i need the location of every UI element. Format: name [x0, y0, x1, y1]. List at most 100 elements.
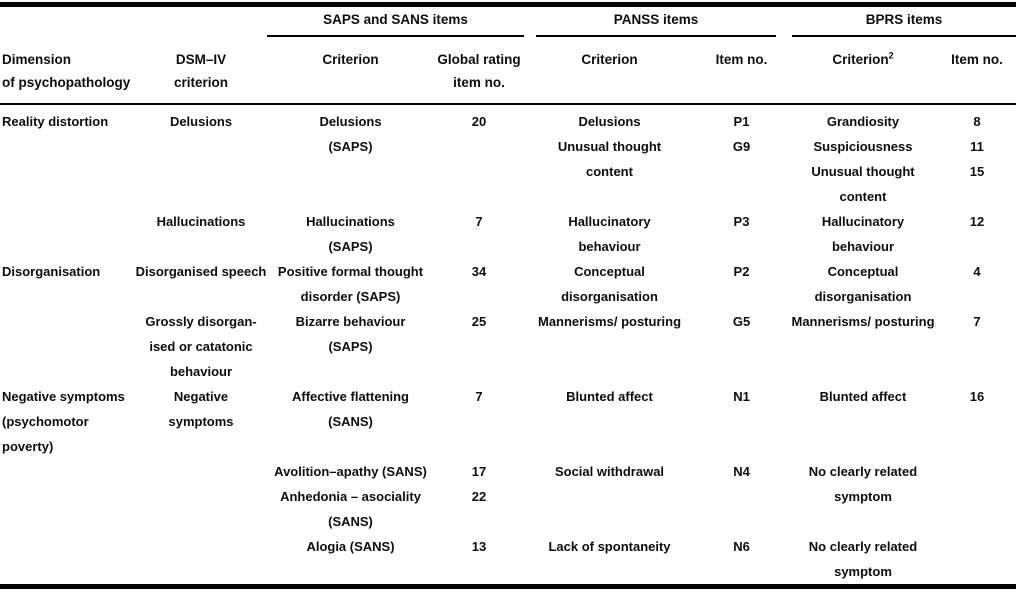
- table-cell: [0, 234, 135, 259]
- table-cell: [938, 284, 1016, 309]
- header-panss-criterion-label: Criterion: [581, 52, 638, 67]
- table-row: (psychomotor symptoms (SANS): [0, 409, 1016, 434]
- table-cell: [434, 559, 524, 584]
- table-cell: [524, 509, 695, 534]
- table-row: symptom: [0, 559, 1016, 584]
- header-panss-item-no-label: Item no.: [715, 52, 768, 67]
- table-cell: [695, 159, 788, 184]
- table-cell: [434, 284, 524, 309]
- table-cell: Negative: [173, 389, 229, 404]
- table-cell: Delusions: [578, 114, 641, 129]
- header-bottom-rule: [0, 103, 1016, 105]
- table-bottom-rule: [0, 584, 1016, 589]
- table-cell: Alogia (SANS): [306, 539, 395, 554]
- table-cell: Unusual thought: [557, 139, 662, 154]
- table-cell: behaviour: [169, 364, 233, 379]
- header-dimension-line1: Dimension: [2, 52, 72, 67]
- table-cell: [695, 509, 788, 534]
- table-body: Reality distortion Delusions Delusions 20 De…: [0, 105, 1016, 584]
- table-cell: P3: [733, 214, 750, 229]
- table-cell: Grossly disorgan-: [145, 314, 257, 329]
- table-cell: G5: [732, 314, 751, 329]
- table-cell: Conceptual: [827, 264, 899, 279]
- header-bprs-criterion: Criterion2: [788, 48, 938, 103]
- table-cell: content: [839, 189, 887, 204]
- table-cell: Hallucinatory: [821, 214, 905, 229]
- header-panss-criterion: Criterion: [524, 48, 695, 103]
- table-cell: Anhedonia – asociality: [280, 489, 421, 504]
- table-cell: [938, 559, 1016, 584]
- table-cell: [0, 184, 135, 209]
- table-cell: [267, 434, 434, 459]
- table-cell: [524, 409, 695, 434]
- header-dsm-line1: DSM–IV: [175, 52, 227, 67]
- table-cell: [695, 559, 788, 584]
- table-cell: behaviour: [578, 239, 641, 254]
- table-row: poverty): [0, 434, 1016, 459]
- table-cell: [695, 409, 788, 434]
- table-row: content Unusual thought 15: [0, 159, 1016, 184]
- table-cell: 22: [471, 489, 487, 504]
- table-cell: Reality distortion: [2, 114, 109, 129]
- table-top-rule: [0, 2, 1016, 7]
- table-cell: [434, 409, 524, 434]
- table-cell: [135, 534, 267, 559]
- table-cell: Grandiosity: [826, 114, 900, 129]
- table-cell: 7: [475, 214, 483, 229]
- header-bprs-item-no: Item no.: [938, 48, 1016, 103]
- table-row: disorder (SAPS) disorganisation disorganis…: [0, 284, 1016, 309]
- table-cell: Delusions: [169, 114, 233, 129]
- table-cell: [135, 459, 267, 484]
- table-cell: [0, 209, 135, 234]
- table-row: behaviour: [0, 359, 1016, 384]
- table-row: (SAPS) Unusual thought G9 Suspiciousness 11: [0, 134, 1016, 159]
- table-cell: [434, 334, 524, 359]
- table-cell: 34: [471, 264, 487, 279]
- table-cell: Social withdrawal: [554, 464, 665, 479]
- spanner-gap: [0, 7, 267, 37]
- header-global-rating-line1: Global rating: [437, 52, 521, 67]
- table-cell: 25: [471, 314, 487, 329]
- table-cell: [267, 159, 434, 184]
- table-cell: Mannerisms/ posturing: [791, 314, 935, 329]
- table-cell: No clearly related: [808, 464, 918, 479]
- header-bprs-criterion-label: Criterion2: [788, 48, 938, 71]
- table-cell: Delusions: [319, 114, 382, 129]
- table-cell: [938, 459, 1016, 484]
- table-cell: N1: [733, 389, 750, 404]
- table-cell: [135, 159, 267, 184]
- column-group-header-row: SAPS and SANS items PANSS items BPRS ite…: [0, 7, 1016, 37]
- table-cell: symptom: [834, 489, 892, 504]
- table-cell: 7: [973, 314, 981, 329]
- table-cell: [695, 184, 788, 209]
- table-cell: [695, 334, 788, 359]
- col-group-saps-sans: SAPS and SANS items: [267, 7, 524, 37]
- table-cell: [135, 434, 267, 459]
- table-cell: Hallucinations: [156, 214, 246, 229]
- header-dimension: Dimension of psychopathology: [0, 48, 135, 103]
- table-cell: [938, 434, 1016, 459]
- table-cell: [434, 359, 524, 384]
- table-cell: [434, 434, 524, 459]
- table-cell: Hallucinatory: [568, 214, 651, 229]
- table-cell: Blunted affect: [566, 389, 653, 404]
- table-cell: Unusual thought: [811, 164, 915, 179]
- table-cell: [0, 134, 135, 159]
- table-row: Hallucinations Hallucinations 7 Hallucinato…: [0, 209, 1016, 234]
- table-row: (SANS): [0, 509, 1016, 534]
- header-saps-criterion: Criterion: [267, 48, 434, 103]
- table-row: ised or catatonic (SAPS): [0, 334, 1016, 359]
- table-cell: N6: [733, 539, 750, 554]
- table-cell: [0, 459, 135, 484]
- table-cell: [524, 434, 695, 459]
- table-cell: [0, 309, 135, 334]
- table-cell: content: [586, 164, 633, 179]
- table-cell: [938, 234, 1016, 259]
- table-cell: Blunted affect: [819, 389, 907, 404]
- table-cell: [938, 484, 1016, 509]
- table-cell: [434, 159, 524, 184]
- table-cell: [938, 409, 1016, 434]
- table-row: content: [0, 184, 1016, 209]
- header-bprs-item-no-label: Item no.: [951, 52, 1003, 67]
- table-cell: Bizarre behaviour: [295, 314, 406, 329]
